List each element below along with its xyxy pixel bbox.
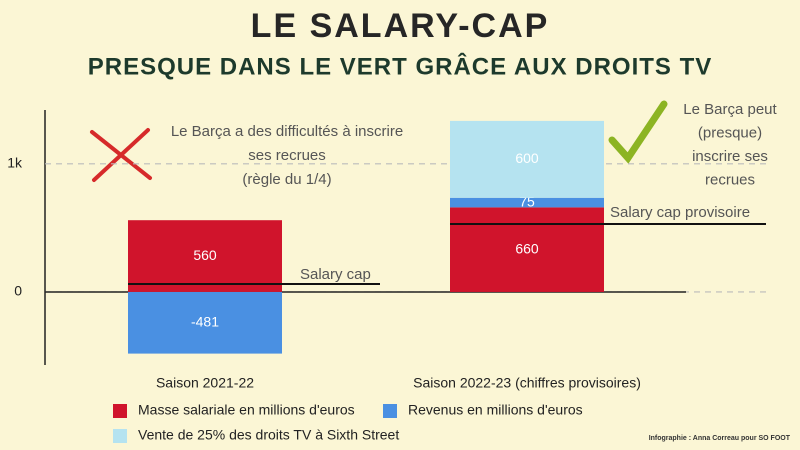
- bar-segment: [128, 291, 282, 354]
- credit: Infographie : Anna Correau pour SO FOOT: [649, 435, 791, 442]
- legend-swatch: [113, 404, 127, 418]
- value-label: 660: [515, 240, 539, 256]
- annotation: inscrire ses: [692, 148, 768, 165]
- annotation: recrues: [705, 171, 755, 188]
- bar-segment: [450, 120, 604, 198]
- annotation: Le Barça a des difficultés à inscrire: [171, 123, 403, 140]
- legend-swatch: [113, 429, 127, 443]
- bar-segment: [450, 197, 604, 208]
- value-label: -481: [191, 313, 219, 329]
- x-tick-label: Saison 2021-22: [156, 375, 254, 391]
- chart-subtitle: PRESQUE DANS LE VERT GRÂCE AUX DROITS TV: [88, 52, 713, 80]
- legend-label: Masse salariale en millions d'euros: [138, 402, 355, 418]
- annotation: ses recrues: [248, 147, 326, 164]
- bar-segment: [128, 220, 282, 292]
- chart-title: LE SALARY-CAP: [251, 7, 550, 45]
- annotation: (presque): [698, 124, 762, 141]
- reference-label: Salary cap: [300, 266, 371, 283]
- reference-label: Salary cap provisoire: [610, 204, 750, 221]
- bar-segment: [450, 207, 604, 292]
- check-icon: [608, 100, 668, 164]
- legend-label: Revenus en millions d'euros: [408, 402, 583, 418]
- annotation: (règle du 1/4): [242, 171, 331, 188]
- value-label: 600: [515, 150, 539, 166]
- legend-swatch: [383, 404, 397, 418]
- y-tick-label: 1k: [7, 155, 23, 171]
- legend-label: Vente de 25% des droits TV à Sixth Stree…: [138, 427, 399, 443]
- y-tick-label: 0: [14, 283, 22, 299]
- cross-icon: [90, 128, 152, 182]
- value-label: 560: [193, 247, 217, 263]
- annotation: Le Barça peut: [683, 101, 777, 118]
- x-tick-label: Saison 2022-23 (chiffres provisoires): [413, 375, 641, 391]
